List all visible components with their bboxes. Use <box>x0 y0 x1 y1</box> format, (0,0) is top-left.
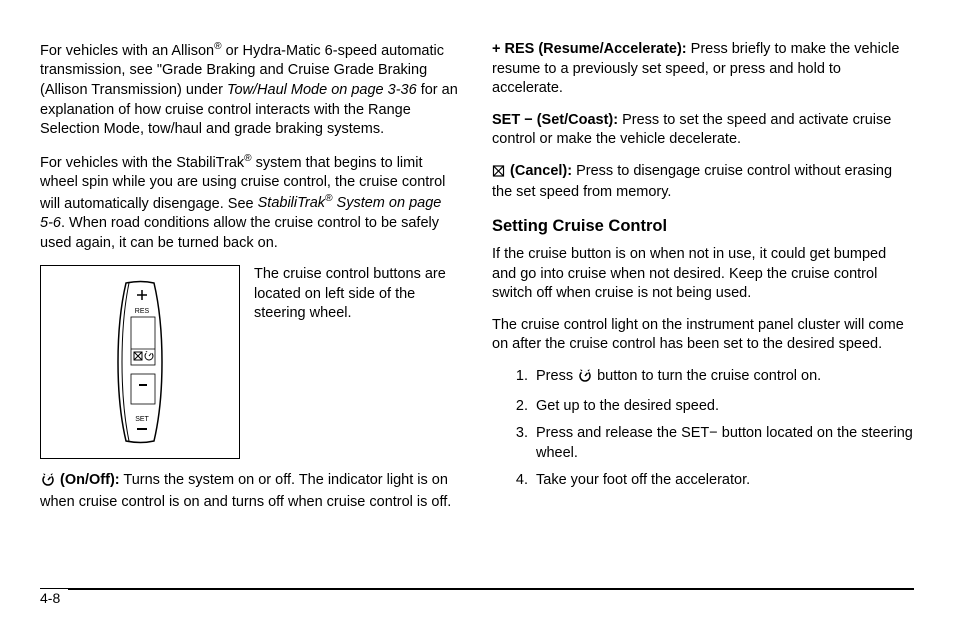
registered: ® <box>244 153 251 164</box>
svg-text:SET: SET <box>135 416 149 423</box>
cancel-description: (Cancel): Press to disengage cruise cont… <box>492 162 914 203</box>
text: button to turn the cruise control on. <box>593 368 821 384</box>
two-column-layout: For vehicles with an Allison® or Hydra-M… <box>40 40 914 524</box>
label: + RES (Resume/Accelerate): <box>492 41 687 57</box>
text: Press <box>536 368 577 384</box>
res-description: + RES (Resume/Accelerate): Press briefly… <box>492 40 914 99</box>
page-footer: 4-8 <box>40 588 914 610</box>
page-number: 4-8 <box>40 589 68 608</box>
cruise-icon <box>40 472 56 493</box>
onoff-description: (On/Off): Turns the system on or off. Th… <box>40 471 462 512</box>
list-item: Take your foot off the accelerator. <box>532 471 914 491</box>
registered: ® <box>325 194 332 205</box>
figure-row: RES SET The cruise control buttons a <box>40 265 462 459</box>
text: For vehicles with an Allison <box>40 43 214 59</box>
cruise-icon <box>577 368 593 389</box>
list-item: Press button to turn the cruise control … <box>532 367 914 389</box>
list-item: Press and release the SET− button locate… <box>532 424 914 463</box>
svg-text:RES: RES <box>135 308 150 315</box>
steps-list: Press button to turn the cruise control … <box>492 367 914 491</box>
paragraph-allison: For vehicles with an Allison® or Hydra-M… <box>40 40 462 140</box>
paragraph: The cruise control light on the instrume… <box>492 316 914 355</box>
reference-link: Tow/Haul Mode on page 3‑36 <box>227 82 417 98</box>
right-column: + RES (Resume/Accelerate): Press briefly… <box>492 40 914 524</box>
figure-caption: The cruise control buttons are located o… <box>254 265 462 459</box>
label: (On/Off): <box>56 472 120 488</box>
setcoast-description: SET − (Set/Coast): Press to set the spee… <box>492 111 914 150</box>
cruise-control-figure: RES SET <box>40 265 240 459</box>
heading-setting-cruise: Setting Cruise Control <box>492 215 914 237</box>
registered: ® <box>214 41 221 52</box>
cancel-icon <box>492 164 506 184</box>
cruise-button-illustration: RES SET <box>105 277 175 447</box>
text: . When road conditions allow the cruise … <box>40 215 439 251</box>
paragraph: If the cruise button is on when not in u… <box>492 245 914 304</box>
text: For vehicles with the StabiliTrak <box>40 154 244 170</box>
label: (Cancel): <box>506 163 572 179</box>
left-column: For vehicles with an Allison® or Hydra-M… <box>40 40 462 524</box>
list-item: Get up to the desired speed. <box>532 397 914 417</box>
label: SET − (Set/Coast): <box>492 112 618 128</box>
paragraph-stabilitrak: For vehicles with the StabiliTrak® syste… <box>40 152 462 253</box>
text: StabiliTrak <box>258 195 325 211</box>
